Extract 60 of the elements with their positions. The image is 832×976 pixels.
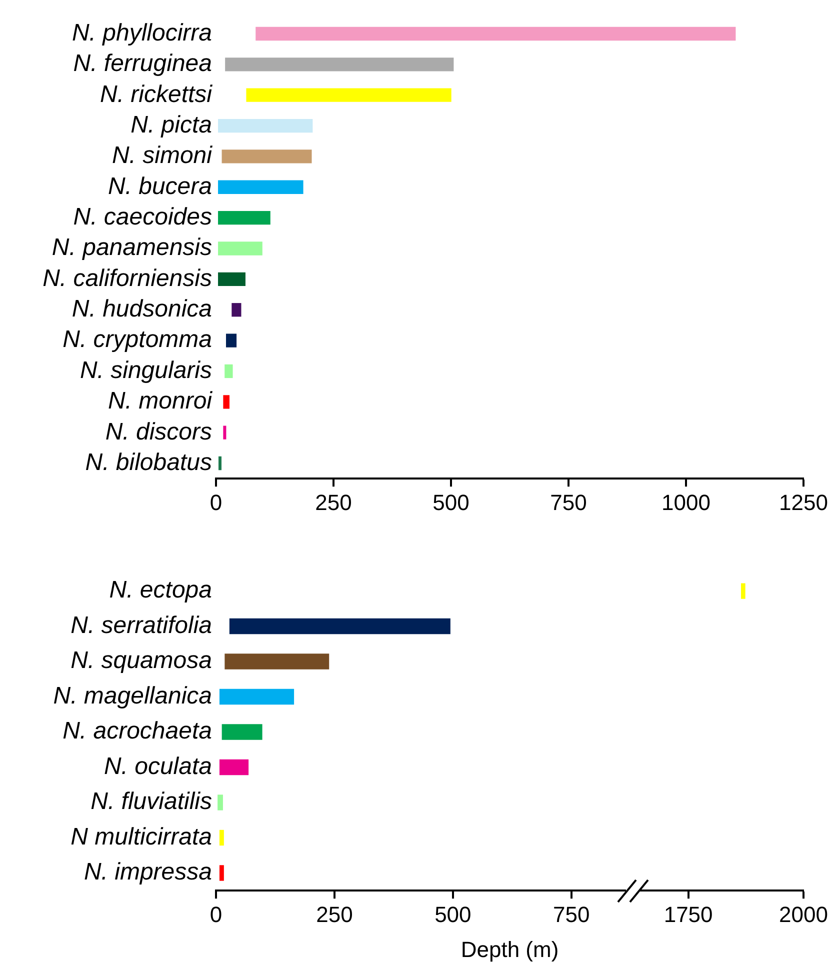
y-tick-label: N. fluviatilis	[90, 788, 212, 816]
bar	[218, 242, 262, 256]
bar	[223, 426, 226, 440]
x-tick-label: 1000	[662, 490, 710, 515]
y-tick-label: N. phyllocirra	[72, 19, 212, 46]
y-tick-label: N multicirrata	[70, 823, 212, 850]
y-tick-label: N. picta	[130, 111, 212, 138]
bar	[222, 724, 262, 740]
x-tick-label: 250	[315, 490, 352, 515]
x-tick-label: 750	[553, 902, 590, 927]
y-tick-label: N. monroi	[108, 388, 213, 415]
bar	[218, 210, 270, 225]
x-tick-label: 0	[210, 490, 222, 515]
y-tick-label: N. ectopa	[109, 576, 212, 604]
y-tick-label: N. serratifolia	[70, 612, 212, 639]
bar	[246, 88, 452, 102]
bar	[226, 334, 237, 348]
y-tick-label: N. hudsonica	[72, 296, 212, 323]
x-tick-label: 250	[316, 902, 353, 927]
bar	[219, 865, 224, 881]
y-tick-label: N. californiensis	[42, 264, 212, 292]
bar	[223, 395, 230, 409]
y-tick-label: N. caecoides	[73, 203, 212, 230]
bar	[219, 688, 294, 705]
bar	[219, 759, 249, 776]
y-tick-label: N. discors	[105, 418, 212, 446]
x-tick-label: 0	[210, 902, 222, 927]
bar	[218, 794, 223, 810]
x-tick-label: 1250	[779, 490, 828, 515]
x-tick-label: 500	[432, 490, 470, 515]
bar	[224, 364, 233, 378]
y-tick-label: N. bucera	[108, 172, 212, 200]
x-axis-title: Depth (m)	[460, 937, 559, 963]
y-tick-label: N. impressa	[84, 858, 212, 886]
bar	[219, 830, 224, 846]
bar	[222, 150, 312, 164]
y-tick-label: N. oculata	[104, 752, 212, 780]
bar	[224, 654, 330, 670]
x-tick-label: 750	[550, 490, 587, 515]
y-tick-label: N. bilobatus	[85, 448, 212, 476]
y-tick-label: N. magellanica	[53, 682, 212, 710]
bar	[232, 303, 242, 317]
y-tick-label: N. simoni	[112, 142, 213, 170]
bar	[218, 118, 313, 133]
y-tick-label: N. rickettsi	[100, 80, 213, 108]
y-tick-label: N. singularis	[80, 356, 212, 384]
bar	[225, 58, 454, 72]
bar	[229, 618, 450, 634]
x-tick-label: 500	[434, 902, 472, 927]
x-tick-label: 2000	[779, 902, 828, 927]
y-tick-label: N. ferruginea	[73, 50, 212, 78]
bar	[218, 272, 246, 286]
bar	[256, 26, 736, 41]
x-tick-label: 1750	[664, 902, 713, 927]
bar	[218, 180, 304, 194]
y-tick-label: N. squamosa	[70, 647, 212, 674]
y-tick-label: N. panamensis	[52, 234, 212, 262]
y-tick-label: N. acrochaeta	[62, 718, 212, 745]
y-tick-label: N. cryptomma	[62, 326, 212, 354]
bar	[218, 456, 222, 470]
